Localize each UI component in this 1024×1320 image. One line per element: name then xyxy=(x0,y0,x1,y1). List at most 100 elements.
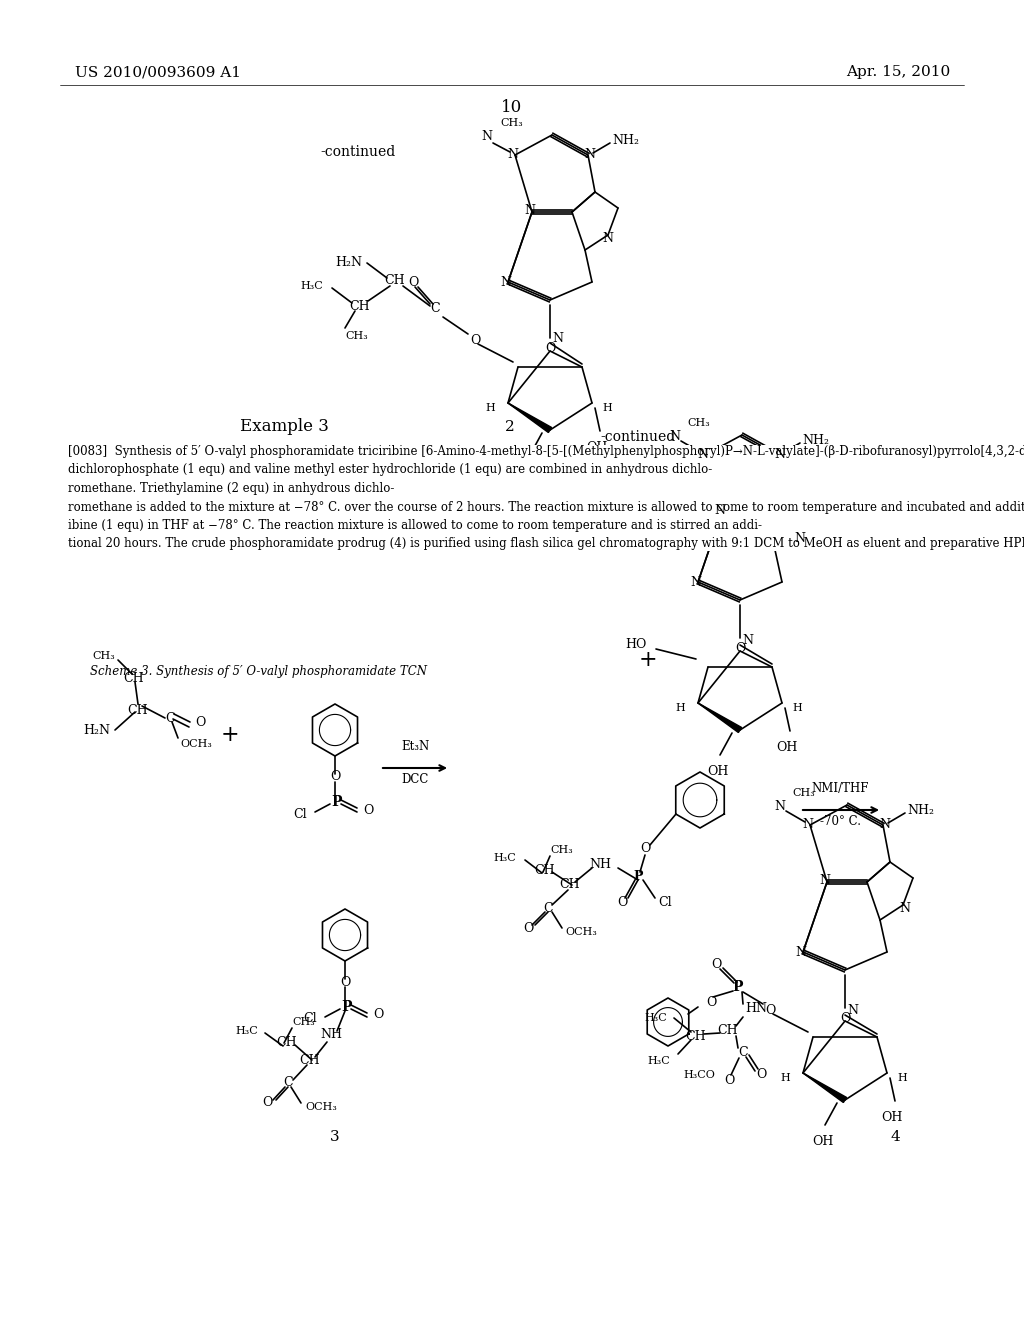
Text: P: P xyxy=(633,870,643,883)
Text: N: N xyxy=(552,331,563,345)
Text: H₃C: H₃C xyxy=(647,1056,670,1067)
Text: OCH₃: OCH₃ xyxy=(305,1102,337,1111)
Text: DCC: DCC xyxy=(401,774,429,785)
Text: H: H xyxy=(675,704,685,713)
Text: Example 3: Example 3 xyxy=(240,418,329,436)
Text: O: O xyxy=(711,958,721,972)
Polygon shape xyxy=(803,1073,847,1102)
Text: N: N xyxy=(508,149,518,161)
Text: OCH₃: OCH₃ xyxy=(180,739,212,748)
Text: P: P xyxy=(733,979,743,994)
Text: C: C xyxy=(284,1077,293,1089)
Text: Et₃N: Et₃N xyxy=(400,741,429,752)
Text: OH: OH xyxy=(776,741,798,754)
Text: OH: OH xyxy=(708,766,729,777)
Text: N: N xyxy=(501,276,512,289)
Text: O: O xyxy=(470,334,480,347)
Text: CH₃: CH₃ xyxy=(792,788,815,799)
Text: N: N xyxy=(585,149,596,161)
Text: N: N xyxy=(847,1003,858,1016)
Text: +: + xyxy=(221,723,240,746)
Text: CH: CH xyxy=(535,863,555,876)
Text: N: N xyxy=(774,449,785,462)
Text: CH: CH xyxy=(718,1024,738,1038)
Text: CH₃: CH₃ xyxy=(345,331,368,341)
Text: N: N xyxy=(803,818,813,832)
Text: N: N xyxy=(670,430,681,444)
Text: N: N xyxy=(602,231,613,244)
Text: N: N xyxy=(899,902,910,915)
Text: C: C xyxy=(738,1047,748,1060)
Text: CH: CH xyxy=(124,672,144,685)
Text: CH: CH xyxy=(686,1030,707,1043)
Text: NH₂: NH₂ xyxy=(802,434,829,447)
Text: N: N xyxy=(524,203,536,216)
Text: N: N xyxy=(795,532,806,544)
Text: OH: OH xyxy=(517,465,539,478)
Text: C: C xyxy=(543,902,553,915)
Text: O: O xyxy=(262,1097,272,1110)
Text: N: N xyxy=(742,634,753,647)
Text: OH: OH xyxy=(812,1135,834,1148)
Text: O: O xyxy=(735,642,745,655)
Text: CH₃: CH₃ xyxy=(550,845,572,855)
Text: O: O xyxy=(330,771,340,784)
Text: CH₃: CH₃ xyxy=(92,651,115,661)
Text: H: H xyxy=(897,1073,907,1082)
Text: Apr. 15, 2010: Apr. 15, 2010 xyxy=(846,65,950,79)
Text: O: O xyxy=(340,975,350,989)
Text: 2: 2 xyxy=(505,420,515,434)
Text: O: O xyxy=(373,1008,383,1022)
Text: N: N xyxy=(796,945,807,958)
Text: H₃C: H₃C xyxy=(301,281,324,290)
Text: O: O xyxy=(195,717,206,730)
Text: HN: HN xyxy=(745,1002,767,1015)
Text: O: O xyxy=(756,1068,766,1081)
Text: C: C xyxy=(430,302,440,315)
Text: H: H xyxy=(485,403,495,413)
Text: CH: CH xyxy=(385,275,406,288)
Text: OCH₃: OCH₃ xyxy=(565,927,597,937)
Text: HO: HO xyxy=(626,639,647,652)
Text: N: N xyxy=(715,503,725,516)
Text: NH: NH xyxy=(589,858,611,871)
Text: NMI/THF: NMI/THF xyxy=(811,781,868,795)
Text: O: O xyxy=(640,842,650,854)
Text: N: N xyxy=(880,818,891,832)
Text: Scheme 3. Synthesis of 5′ O-valyl phosphoramidate TCN: Scheme 3. Synthesis of 5′ O-valyl phosph… xyxy=(90,665,427,678)
Text: CH: CH xyxy=(128,704,148,717)
Text: H: H xyxy=(602,403,612,413)
Text: [0083]  Synthesis of 5′ O-valyl phosphoramidate triciribine [6-Amino-4-methyl-8-: [0083] Synthesis of 5′ O-valyl phosphora… xyxy=(68,445,1024,550)
Text: CH₃: CH₃ xyxy=(500,117,522,128)
Text: NH₂: NH₂ xyxy=(907,804,934,817)
Text: CH: CH xyxy=(560,879,581,891)
Text: O: O xyxy=(840,1011,850,1024)
Text: 3: 3 xyxy=(330,1130,340,1144)
Text: H₃CO: H₃CO xyxy=(683,1071,715,1080)
Text: CH: CH xyxy=(349,300,371,313)
Text: H₃C: H₃C xyxy=(645,1012,668,1023)
Polygon shape xyxy=(508,403,552,433)
Polygon shape xyxy=(698,704,741,733)
Text: H: H xyxy=(793,704,802,713)
Text: +: + xyxy=(639,649,657,671)
Text: O: O xyxy=(408,276,418,289)
Text: N: N xyxy=(697,449,709,462)
Text: O: O xyxy=(724,1074,734,1088)
Text: N: N xyxy=(481,131,493,144)
Text: N: N xyxy=(690,576,701,589)
Text: N: N xyxy=(819,874,830,887)
Text: NH: NH xyxy=(319,1028,342,1041)
Text: H₂N: H₂N xyxy=(83,723,110,737)
Text: -continued: -continued xyxy=(319,145,395,158)
Text: Cl: Cl xyxy=(658,895,672,908)
Text: N: N xyxy=(774,800,785,813)
Text: C: C xyxy=(165,711,175,725)
Text: CH₃: CH₃ xyxy=(292,1016,314,1027)
Text: O: O xyxy=(616,895,627,908)
Text: 10: 10 xyxy=(502,99,522,116)
Text: -70° C.: -70° C. xyxy=(819,814,860,828)
Text: H₂N: H₂N xyxy=(336,256,362,269)
Text: -continued: -continued xyxy=(600,430,675,444)
Text: P: P xyxy=(332,795,342,809)
